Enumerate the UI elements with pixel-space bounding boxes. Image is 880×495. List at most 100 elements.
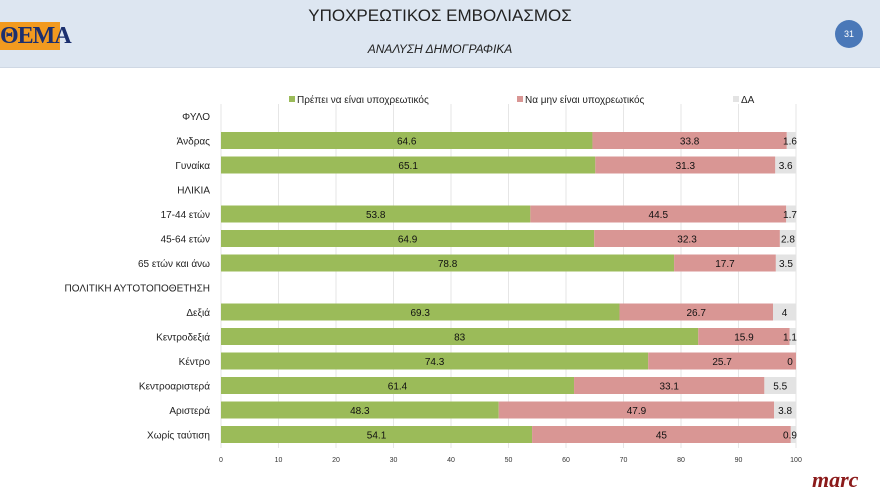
bar-segment (221, 205, 531, 223)
bar-segment (789, 328, 796, 345)
logo: ΘΕΜΑ (0, 22, 72, 50)
data-label: 47.9 (627, 406, 647, 417)
page-number-badge: 31 (835, 20, 863, 48)
data-label: 64.9 (398, 235, 418, 246)
x-tick-label: 20 (332, 457, 340, 464)
data-label: 54.1 (367, 431, 387, 442)
data-label: 4 (782, 308, 788, 319)
data-label: 17.7 (715, 259, 735, 270)
bar-segment (595, 156, 776, 174)
bar-segment (221, 303, 620, 321)
brand-logo: marc (812, 467, 859, 492)
category-label: 45-64 ετών (161, 234, 210, 246)
bar-segment (619, 303, 773, 321)
bar-segment (764, 377, 796, 394)
bar-segment (221, 377, 575, 394)
bar-segment (221, 352, 649, 370)
data-label: 65.1 (398, 161, 418, 172)
category-label: Κεντροδεξιά (156, 332, 210, 344)
data-label: 3.6 (779, 161, 793, 172)
category-label: Κεντροαριστερά (139, 381, 210, 393)
x-tick-label: 40 (447, 457, 455, 464)
data-label: 0 (787, 357, 793, 368)
data-label: 61.4 (388, 382, 408, 393)
legend-swatch (733, 96, 739, 102)
bar-segment (786, 205, 796, 223)
category-label: Χωρίς ταύτιση (147, 430, 210, 442)
category-label: Αριστερά (169, 405, 210, 417)
bar-segment (221, 254, 675, 272)
bar-segment (221, 426, 533, 443)
data-label: 44.5 (649, 210, 669, 221)
legend-swatch (289, 96, 295, 102)
x-tick-label: 50 (505, 457, 513, 464)
bar-segment (775, 156, 796, 174)
bar-segment (498, 401, 775, 419)
bar-segment (532, 426, 791, 443)
x-tick-label: 0 (219, 457, 223, 464)
data-label: 1.7 (783, 210, 797, 221)
data-label: 83 (454, 333, 466, 344)
data-label: 45 (656, 431, 668, 442)
legend-label: Πρέπει να είναι υποχρεωτικός (297, 94, 429, 106)
data-label: 1.6 (783, 137, 797, 148)
slide-subtitle: ΑΝΑΛΥΣΗ ΔΗΜΟΓΡΑΦΙΚΑ (367, 42, 513, 56)
bar-segment (773, 303, 796, 321)
data-label: 25.7 (712, 357, 732, 368)
bar-segment (674, 254, 776, 272)
category-label: 65 ετών και άνω (138, 258, 210, 270)
slide-header: ΘΕΜΑ ΥΠΟΧΡΕΩΤΙΚΟΣ ΕΜΒΟΛΙΑΣΜΟΣ ΑΝΑΛΥΣΗ ΔΗ… (0, 0, 880, 68)
category-label: ΗΛΙΚΙΑ (177, 186, 210, 197)
data-label: 2.8 (781, 235, 795, 246)
category-label: ΠΟΛΙΤΙΚΗ ΑΥΤΟΤΟΠΟΘΕΤΗΣΗ (65, 284, 210, 295)
bar-segment (774, 401, 796, 419)
data-label: 33.1 (659, 382, 679, 393)
data-label: 53.8 (366, 210, 386, 221)
x-tick-label: 60 (562, 457, 570, 464)
data-label: 5.5 (773, 382, 787, 393)
bar-segment (221, 401, 499, 419)
legend-label: ΔΑ (741, 95, 755, 106)
bar-segment (530, 205, 787, 223)
bar-segment (574, 377, 765, 394)
bar-segment (594, 230, 780, 247)
data-label: 1.1 (783, 333, 797, 344)
bar-segment (779, 230, 796, 247)
x-tick-label: 10 (275, 457, 283, 464)
x-tick-label: 100 (790, 457, 802, 464)
data-label: 48.3 (350, 406, 370, 417)
data-label: 3.8 (778, 406, 792, 417)
category-label: Γυναίκα (175, 160, 210, 172)
data-label: 33.8 (680, 137, 700, 148)
bar-segment (221, 156, 596, 174)
legend-label: Να μην είναι υποχρεωτικός (525, 94, 645, 106)
bar-segment (698, 328, 790, 345)
data-label: 3.5 (779, 259, 793, 270)
data-label: 78.8 (438, 259, 458, 270)
bar-segment (592, 132, 787, 149)
legend-swatch (517, 96, 523, 102)
data-label: 0.9 (783, 431, 797, 442)
x-tick-label: 70 (620, 457, 628, 464)
bar-segment (221, 132, 593, 149)
x-tick-label: 80 (677, 457, 685, 464)
category-label: Άνδρας (177, 137, 211, 148)
category-label: Κέντρο (179, 356, 211, 368)
data-label: 15.9 (734, 333, 754, 344)
data-label: 32.3 (677, 235, 697, 246)
data-label: 74.3 (425, 357, 445, 368)
bar-segment (221, 230, 595, 247)
bar-segment (786, 132, 796, 149)
bar-segment (790, 426, 796, 443)
bar-segment (221, 328, 699, 345)
category-label: ΦΥΛΟ (182, 112, 210, 123)
x-tick-label: 90 (735, 457, 743, 464)
category-label: 17-44 ετών (161, 209, 210, 221)
slide-title: ΥΠΟΧΡΕΩΤΙΚΟΣ ΕΜΒΟΛΙΑΣΜΟΣ (308, 6, 572, 25)
bar-segment (648, 352, 796, 370)
data-label: 26.7 (687, 308, 707, 319)
x-tick-label: 30 (390, 457, 398, 464)
bar-segment (775, 254, 796, 272)
data-label: 69.3 (411, 308, 431, 319)
